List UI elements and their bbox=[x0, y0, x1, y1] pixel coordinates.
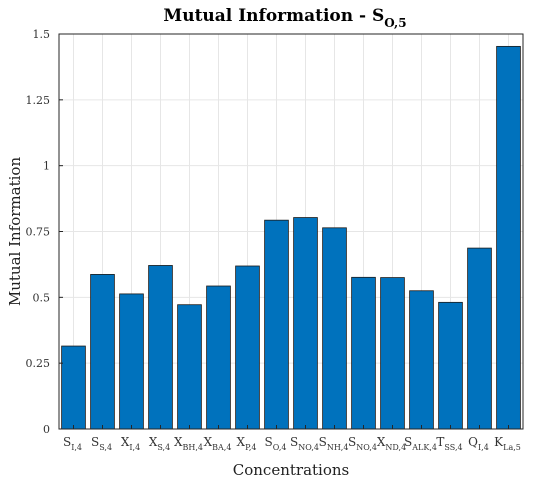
bar bbox=[322, 227, 347, 430]
x-tick-label: XI,4 bbox=[121, 435, 140, 452]
x-tick-label: SNH,4 bbox=[319, 435, 349, 452]
chart-title: Mutual Information - SO,5 bbox=[163, 6, 406, 30]
y-tick-label: 0.5 bbox=[33, 291, 51, 304]
x-tick-label: SNO,4 bbox=[290, 435, 319, 452]
chart-title-subscript: O,5 bbox=[384, 16, 406, 30]
bar bbox=[467, 247, 492, 430]
x-tick-label: QI,4 bbox=[468, 435, 489, 452]
bar bbox=[409, 290, 434, 430]
bar bbox=[61, 345, 86, 430]
y-axis-ticks: 0 0.25 0.5 0.75 1 1.25 1.5 bbox=[26, 28, 63, 436]
bar bbox=[206, 285, 231, 430]
y-tick-label: 0 bbox=[43, 423, 50, 436]
chart-title-text: Mutual Information - S bbox=[163, 6, 384, 26]
bar bbox=[351, 276, 376, 430]
x-tick-label: SALK,4 bbox=[404, 435, 437, 452]
bar bbox=[293, 217, 318, 430]
x-tick-label: SI,4 bbox=[63, 435, 82, 452]
y-tick-label: 0.25 bbox=[26, 357, 51, 370]
y-tick-label: 1 bbox=[43, 160, 50, 173]
y-axis-label: Mutual Information bbox=[6, 157, 24, 307]
x-tick-label: SS,4 bbox=[91, 435, 112, 452]
bar bbox=[496, 45, 521, 430]
bar bbox=[148, 265, 173, 430]
y-tick-label: 1.5 bbox=[33, 28, 51, 41]
x-tick-label: SO,4 bbox=[265, 435, 287, 452]
x-tick-label: XP,4 bbox=[237, 435, 257, 452]
x-tick-label: XBH,4 bbox=[174, 435, 203, 452]
x-tick-label: XS,4 bbox=[149, 435, 170, 452]
x-tick-label: KLa,5 bbox=[494, 435, 521, 452]
bar bbox=[235, 265, 260, 430]
bar bbox=[119, 293, 144, 430]
bar bbox=[264, 219, 289, 430]
x-tick-label: XND,4 bbox=[377, 435, 406, 452]
y-tick-label: 1.25 bbox=[26, 94, 51, 107]
bar bbox=[380, 277, 405, 430]
bars bbox=[61, 45, 521, 430]
x-tick-label: XBA,4 bbox=[204, 435, 232, 452]
x-tick-label: SNO,4 bbox=[348, 435, 377, 452]
bar bbox=[438, 301, 463, 430]
bar bbox=[177, 304, 202, 430]
x-axis-ticks: SI,4 SS,4 XI,4 XS,4 XBH,4 XBA,4 XP,4 SO,4 SNO,4 S… bbox=[63, 425, 521, 452]
x-tick-label: TSS,4 bbox=[436, 435, 462, 452]
bar bbox=[90, 274, 115, 430]
y-tick-label: 0.75 bbox=[26, 226, 51, 239]
x-axis-label: Concentrations bbox=[233, 461, 349, 479]
